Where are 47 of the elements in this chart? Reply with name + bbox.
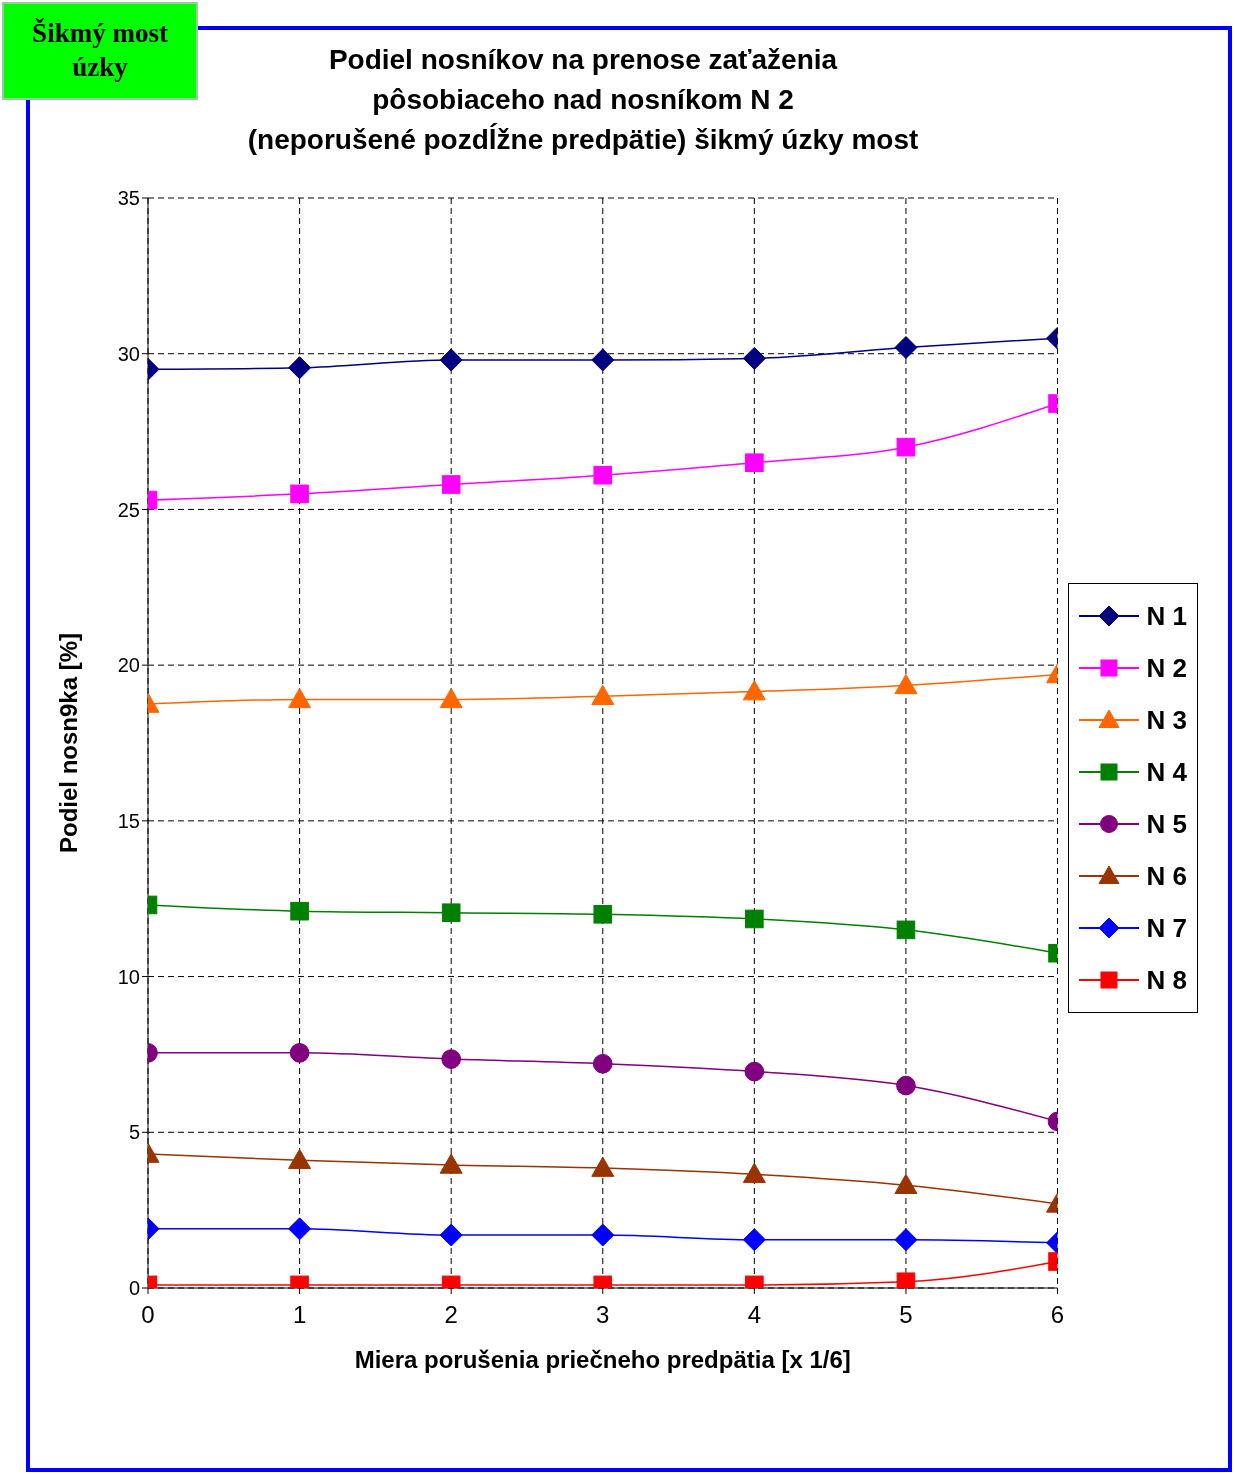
- point: [591, 684, 615, 706]
- legend-label: N 3: [1146, 704, 1187, 736]
- y-tick-label: 0: [128, 1277, 140, 1300]
- x-tick-label: 3: [596, 1301, 610, 1329]
- legend-label: N 7: [1146, 912, 1187, 944]
- text: Šikmý most úzky: [2, 2, 198, 100]
- legend-label: N 1: [1146, 600, 1187, 632]
- point: [742, 1228, 766, 1252]
- legend-label: N 6: [1146, 860, 1187, 892]
- point: [439, 1223, 463, 1247]
- y-tick-label: 15: [117, 809, 140, 832]
- point: [439, 348, 463, 372]
- y-tick-label: 35: [117, 187, 140, 210]
- legend-label: N 5: [1146, 808, 1187, 840]
- point: [742, 1162, 766, 1184]
- y-tick-label: 5: [128, 1121, 140, 1144]
- legend-label: N 8: [1146, 964, 1187, 996]
- point: [745, 453, 764, 473]
- x-tick-label: 5: [899, 1301, 913, 1329]
- point: [591, 348, 615, 372]
- point: [742, 346, 766, 370]
- point: [591, 1156, 615, 1177]
- x-tick-label: 2: [444, 1301, 458, 1329]
- legend-label: N 4: [1146, 756, 1187, 788]
- point: [592, 1053, 613, 1074]
- point: [593, 904, 613, 924]
- point: [591, 1223, 615, 1247]
- point: [441, 903, 461, 923]
- y-tick-label: 10: [117, 965, 140, 988]
- point: [744, 1061, 765, 1082]
- point: [441, 475, 461, 494]
- point: [745, 909, 764, 929]
- point: [439, 687, 463, 709]
- x-tick-label: 1: [292, 1301, 307, 1329]
- chart-title: Podiel nosníkov na prenose zaťaženia pôsobiaceho nad nosníkom N 2 (neporušené pozdĺžne predpätie) šikmý úzky most: [247, 44, 919, 155]
- y-tick-label: 30: [117, 342, 140, 365]
- x-axis-title: Miera porušenia priečneho predpätia [x 1/6]: [354, 1346, 851, 1373]
- y-tick-label: 20: [117, 654, 140, 677]
- point: [441, 1049, 462, 1069]
- point: [742, 680, 766, 701]
- y-axis-title: Podiel nosn9ka [%]: [54, 632, 82, 854]
- legend-label: N 2: [1146, 652, 1187, 684]
- x-tick-label: 4: [747, 1301, 762, 1329]
- x-tick-label: 6: [1050, 1301, 1065, 1329]
- y-tick-label: 25: [117, 498, 140, 521]
- point: [439, 1153, 463, 1174]
- point: [593, 465, 613, 485]
